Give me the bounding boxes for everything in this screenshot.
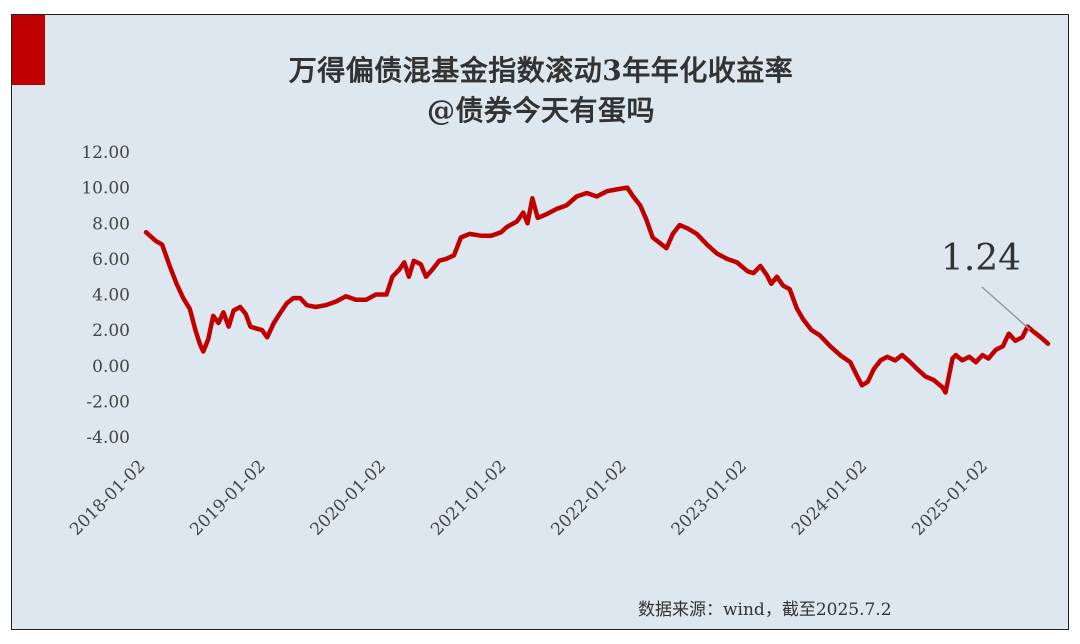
y-tick-label: 4.00 — [92, 286, 130, 306]
series-line — [143, 185, 1051, 395]
chart-title: 万得偏债混基金指数滚动3年年化收益率 — [288, 54, 794, 87]
accent-bar — [12, 15, 45, 85]
y-tick-label: 6.00 — [92, 250, 130, 270]
y-tick-label: 12.00 — [81, 143, 130, 163]
x-tick-label: 2018-01-02 — [66, 456, 149, 539]
chart-subtitle: @债券今天有蛋吗 — [426, 94, 655, 127]
line-chart: 12.00 10.00 8.00 6.00 4.00 2.00 0.00 -2.00 -4.00… — [66, 143, 1051, 540]
x-axis-ticks: 2018-01-02 2019-01-02 2020-01-02 2021-01-02… — [66, 456, 992, 539]
chart-frame: 万得偏债混基金指数滚动3年年化收益率 @债券今天有蛋吗 12.00 10.00 8.… — [11, 14, 1069, 630]
annotation-leader-line — [981, 286, 1031, 331]
y-tick-label: 8.00 — [92, 214, 130, 234]
y-tick-label: -4.00 — [86, 428, 130, 448]
x-tick-label: 2022-01-02 — [547, 456, 630, 539]
x-tick-label: 2023-01-02 — [668, 456, 751, 539]
annotation-group: 1.24 — [941, 238, 1031, 331]
source-note: 数据来源：wind，截至2025.7.2 — [638, 600, 892, 620]
y-tick-label: 10.00 — [81, 179, 130, 199]
annotation-label: 1.24 — [941, 238, 1021, 279]
x-tick-label: 2021-01-02 — [427, 456, 510, 539]
y-tick-label: 0.00 — [92, 357, 130, 377]
x-tick-label: 2020-01-02 — [307, 456, 390, 539]
x-tick-label: 2024-01-02 — [788, 456, 871, 539]
y-tick-label: -2.00 — [86, 392, 130, 412]
y-axis-ticks: 12.00 10.00 8.00 6.00 4.00 2.00 0.00 -2.00 -4.00 — [81, 143, 130, 448]
series-group — [143, 185, 1051, 395]
x-tick-label: 2019-01-02 — [186, 456, 269, 539]
x-tick-label: 2025-01-02 — [908, 456, 991, 539]
y-tick-label: 2.00 — [92, 321, 130, 341]
